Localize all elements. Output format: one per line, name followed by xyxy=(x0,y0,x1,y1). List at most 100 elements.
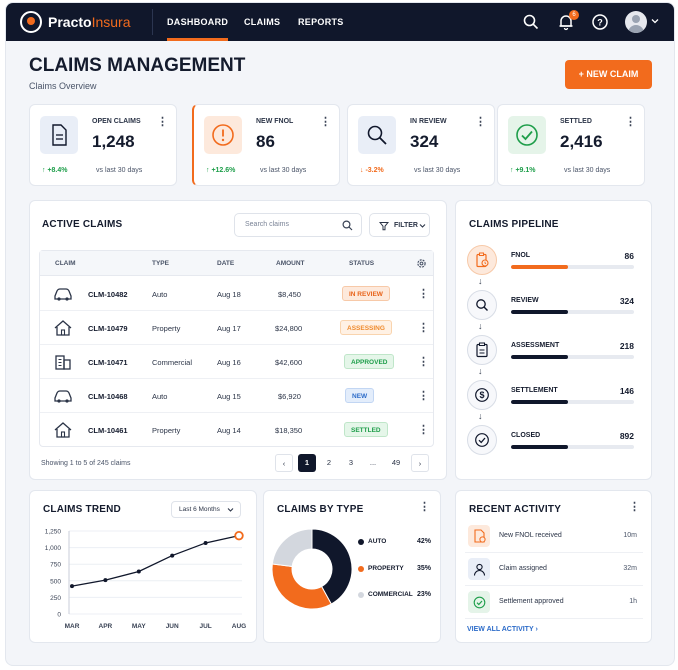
table-row[interactable]: CLM-10482 Auto Aug 18 $8,450 IN REVIEW ⋮ xyxy=(40,277,433,311)
check-circle-icon xyxy=(468,591,490,613)
claim-amount: $6,920 xyxy=(278,392,301,401)
legend-dot-commercial xyxy=(358,592,364,598)
legend-percent: 42% xyxy=(417,538,432,545)
more-icon[interactable]: ⋮ xyxy=(320,116,331,128)
x-tick-label: MAR xyxy=(65,623,80,630)
trend-line xyxy=(71,535,240,587)
trend-point xyxy=(70,584,74,589)
more-icon[interactable]: ⋮ xyxy=(475,116,486,128)
column-header[interactable]: TYPE xyxy=(152,260,169,267)
trend-point xyxy=(203,540,208,545)
more-icon[interactable]: ⋮ xyxy=(629,501,640,513)
active-claims-title: ACTIVE CLAIMS xyxy=(42,219,123,230)
activity-item[interactable]: Claim assigned 32m xyxy=(465,553,643,586)
activity-item[interactable]: Settlement approved 1h xyxy=(465,586,643,619)
prev-page-button[interactable]: ‹ xyxy=(275,454,293,472)
activity-time: 10m xyxy=(623,532,637,539)
page-button-2[interactable]: 2 xyxy=(326,458,332,467)
legend-name: AUTO xyxy=(368,538,387,545)
filter-icon xyxy=(379,222,389,231)
more-icon[interactable]: ⋮ xyxy=(625,116,636,128)
claim-id[interactable]: CLM-10479 xyxy=(88,324,128,333)
chevron-down-icon xyxy=(227,508,234,512)
tab-dashboard[interactable]: DASHBOARD xyxy=(167,3,229,41)
dollar-icon: $ xyxy=(467,380,497,410)
more-icon[interactable]: ⋮ xyxy=(157,116,168,128)
bell-icon[interactable] xyxy=(557,13,575,31)
nav-divider xyxy=(152,9,153,35)
x-tick-label: JUL xyxy=(199,623,211,630)
search-placeholder: Search claims xyxy=(245,221,289,228)
tab-reports[interactable]: REPORTS xyxy=(298,17,344,27)
trend-point xyxy=(234,530,244,541)
avatar[interactable] xyxy=(625,11,647,33)
claims-trend-chart: 0 250 500 750 1,000 1,250 MAR APR MAY JUN JUL AUG xyxy=(45,529,247,631)
stat-value: 86 xyxy=(256,132,275,151)
pipeline-stage-name: REVIEW xyxy=(511,297,539,304)
pipeline-stage-value: 146 xyxy=(619,386,634,396)
more-icon[interactable]: ⋮ xyxy=(418,288,429,300)
claim-id[interactable]: CLM-10468 xyxy=(88,392,128,401)
pipeline-stage-name: FNOL xyxy=(511,252,531,259)
notification-badge: 6 xyxy=(569,10,579,20)
donut-slice-auto xyxy=(311,528,353,605)
table-row[interactable]: CLM-10471 Commercial Aug 16 $42,600 APPR… xyxy=(40,345,433,379)
column-header[interactable]: DATE xyxy=(217,260,235,267)
claim-id[interactable]: CLM-10471 xyxy=(88,358,128,367)
search-input[interactable]: Search claims xyxy=(234,213,362,237)
more-icon[interactable]: ⋮ xyxy=(418,322,429,334)
table-row[interactable]: CLM-10461 Property Aug 14 $18,350 SETTLE… xyxy=(40,413,433,447)
arrow-down-icon: ↓ xyxy=(478,276,483,286)
table-row[interactable]: CLM-10479 Property Aug 17 $24,800 ASSESS… xyxy=(40,311,433,345)
chevron-down-icon[interactable] xyxy=(651,17,659,25)
claim-type: Property xyxy=(152,324,181,333)
pagination-summary: Showing 1 to 5 of 245 claims xyxy=(41,460,131,467)
next-page-button[interactable]: › xyxy=(411,454,429,472)
svg-text:$: $ xyxy=(479,390,484,400)
stat-comparison: vs last 30 days xyxy=(414,167,461,174)
legend-name: PROPERTY xyxy=(368,565,404,572)
x-tick-label: APR xyxy=(99,623,113,630)
arrow-down-icon: ↓ xyxy=(478,411,483,421)
logo-text: Practo xyxy=(48,14,92,30)
clipboard-clock-icon xyxy=(467,245,497,275)
more-icon[interactable]: ⋮ xyxy=(418,356,429,368)
x-tick-label: AUG xyxy=(232,623,246,630)
range-select[interactable]: Last 6 Months xyxy=(171,501,241,518)
claim-id[interactable]: CLM-10461 xyxy=(88,426,128,435)
help-icon[interactable]: ? xyxy=(591,13,609,31)
page-button-3[interactable]: 3 xyxy=(348,458,354,467)
activity-item[interactable]: New FNOL received 10m xyxy=(465,520,643,553)
more-icon[interactable]: ⋮ xyxy=(418,424,429,436)
column-header[interactable]: STATUS xyxy=(349,260,375,267)
donut-slice-property xyxy=(271,563,332,610)
logo[interactable]: PractoInsura xyxy=(20,11,131,33)
tab-claims[interactable]: CLAIMS xyxy=(244,17,281,27)
pipeline-bar xyxy=(511,265,634,269)
magnifier-icon xyxy=(467,290,497,320)
column-header[interactable]: AMOUNT xyxy=(276,260,305,267)
claim-id[interactable]: CLM-10482 xyxy=(88,290,128,299)
page-button-1[interactable]: 1 xyxy=(298,454,316,472)
filter-button[interactable]: FILTER xyxy=(369,213,430,237)
gear-icon[interactable] xyxy=(416,258,427,269)
view-all-activity-link[interactable]: VIEW ALL ACTIVITY › xyxy=(467,626,538,633)
table-row[interactable]: CLM-10468 Auto Aug 15 $6,920 NEW ⋮ xyxy=(40,379,433,413)
car-icon xyxy=(54,288,72,301)
check-circle-icon xyxy=(467,425,497,455)
search-icon xyxy=(342,220,353,231)
legend-percent: 35% xyxy=(417,565,432,572)
pipeline-stage-name: CLOSED xyxy=(511,432,541,439)
more-icon[interactable]: ⋮ xyxy=(419,501,430,513)
search-icon[interactable] xyxy=(522,13,540,31)
new-claim-button[interactable]: + NEW CLAIM xyxy=(565,60,652,89)
stat-label: SETTLED xyxy=(560,118,592,125)
pipeline-stage-value: 892 xyxy=(619,431,634,441)
status-badge: NEW xyxy=(345,388,375,403)
status-badge: ASSESSING xyxy=(340,320,392,335)
more-icon[interactable]: ⋮ xyxy=(418,390,429,402)
page-button-49[interactable]: 49 xyxy=(391,458,401,467)
house-icon xyxy=(54,320,72,336)
user-icon xyxy=(468,558,490,580)
column-header[interactable]: CLAIM xyxy=(55,260,76,267)
